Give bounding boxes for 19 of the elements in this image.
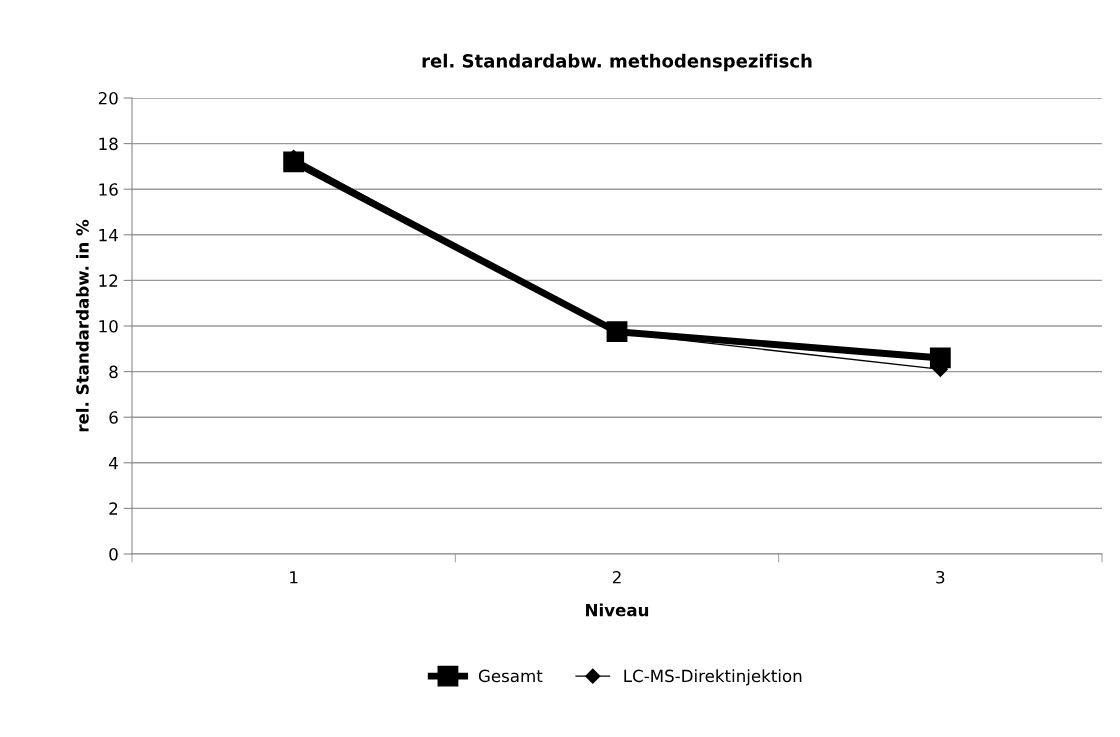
x-tick-label: 2 [612,570,621,584]
y-tick-label: 8 [109,365,118,379]
y-axis-title: rel. Standardabw. in % [75,219,89,432]
chart-title: rel. Standardabw. methodenspezifisch [422,53,812,72]
y-tick-label: 0 [109,547,118,561]
y-tick-label: 10 [99,319,118,333]
y-tick-label: 14 [99,228,118,242]
y-tick-label: 4 [109,456,118,470]
legend-label: LC-MS-Direktinjektion [624,669,802,686]
y-tick-label: 2 [109,502,118,515]
x-axis-title: Niveau [586,603,649,617]
x-tick-label: 1 [290,571,298,584]
y-tick-label: 16 [99,183,118,196]
y-tick-label: 12 [99,274,118,287]
x-tick-label: 3 [936,570,945,584]
y-tick-label: 18 [99,137,118,151]
y-tick-label: 20 [98,91,118,105]
y-tick-label: 6 [109,411,118,424]
legend-label: Gesamt [478,669,543,683]
